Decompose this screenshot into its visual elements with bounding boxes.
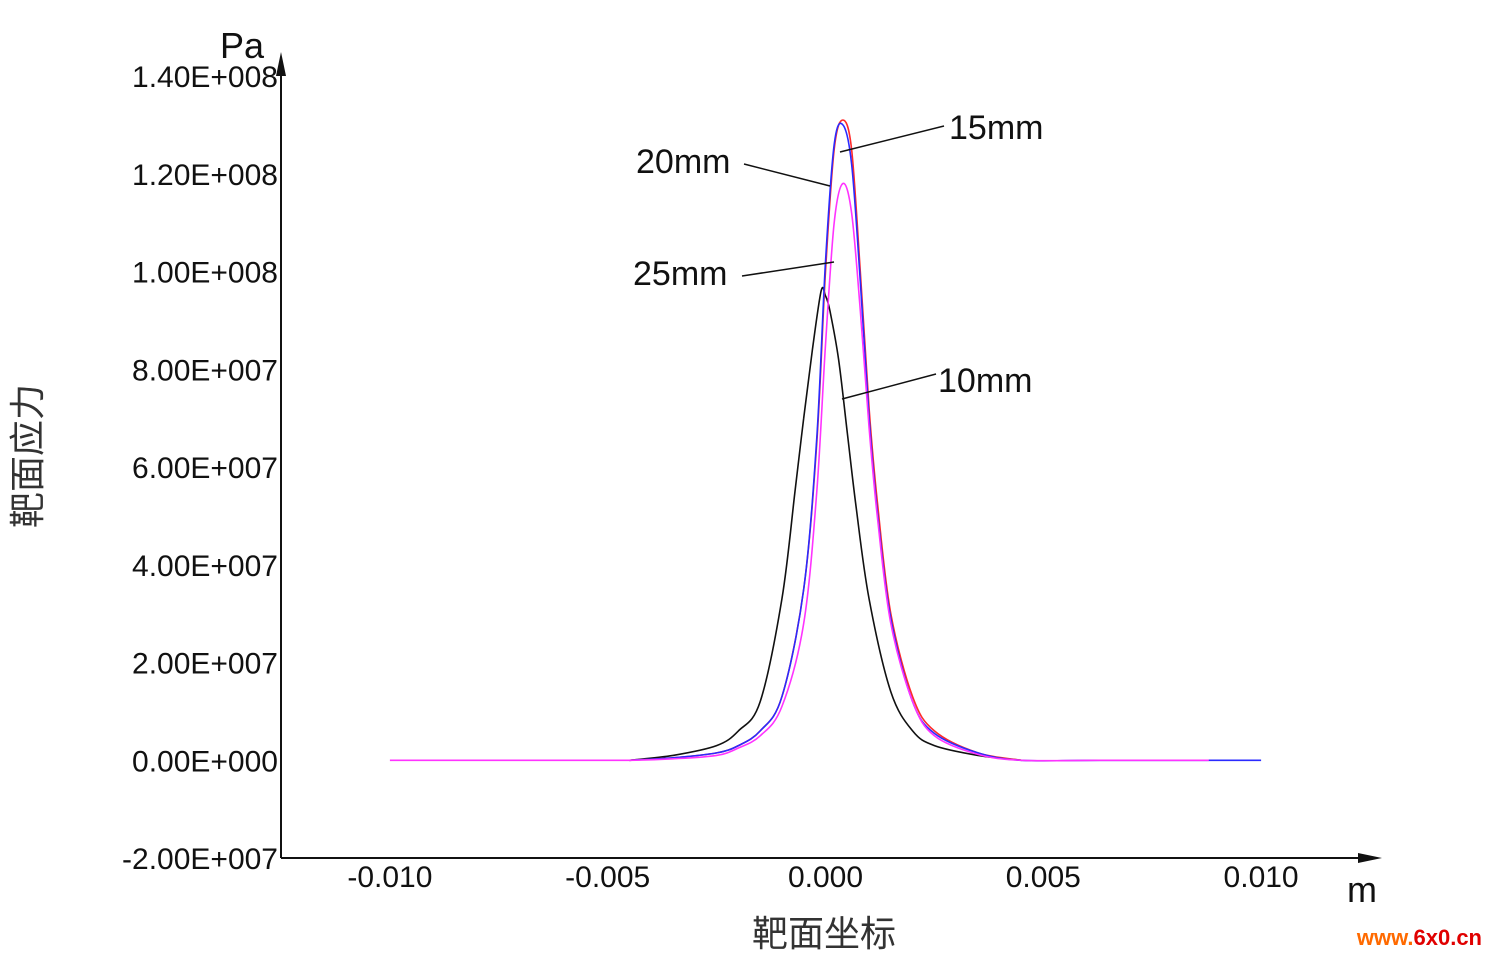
y-axis-arrow — [276, 52, 286, 76]
series-lines — [389, 119, 1262, 762]
annotation-leader-20mm — [743, 163, 831, 187]
y-tick-label: 1.40E+008 — [132, 61, 278, 94]
y-tick-label: 1.00E+008 — [132, 257, 278, 290]
series-line-10mm — [629, 286, 1022, 762]
annotation-20mm: 20mm — [636, 143, 730, 181]
y-tick-label: -2.00E+007 — [122, 843, 278, 876]
x-unit-label: m — [1347, 869, 1377, 910]
y-tick-label: 4.00E+007 — [132, 550, 278, 583]
series-line-15mm — [629, 119, 1022, 762]
y-unit-label: Pa — [220, 25, 265, 66]
annotation-10mm: 10mm — [938, 362, 1032, 400]
x-tick-label: -0.010 — [347, 861, 432, 894]
series-line-20mm — [629, 122, 1262, 762]
series-line-25mm — [389, 182, 1209, 762]
y-axis-title: 靶面应力 — [8, 384, 49, 528]
annotations: 20mm 15mm 25mm 10mm — [633, 109, 1043, 400]
annotation-leader-25mm — [741, 261, 835, 277]
x-tick-label: 0.010 — [1224, 861, 1299, 894]
annotation-leader-10mm — [841, 373, 937, 400]
annotation-leader-15mm — [839, 125, 945, 153]
x-tick-label: 0.005 — [1006, 861, 1081, 894]
y-tick-labels: -2.00E+007 0.00E+000 2.00E+007 4.00E+007 6.0… — [122, 61, 278, 876]
x-tick-label: 0.000 — [788, 861, 863, 894]
y-tick-label: 1.20E+008 — [132, 159, 278, 192]
watermark: www.6x0.cn — [1356, 925, 1482, 950]
x-tick-label: -0.005 — [565, 861, 650, 894]
annotation-25mm: 25mm — [633, 255, 727, 293]
y-tick-label: 8.00E+007 — [132, 354, 278, 387]
y-tick-label: 0.00E+000 — [132, 745, 278, 778]
annotation-15mm: 15mm — [949, 109, 1043, 147]
y-tick-label: 2.00E+007 — [132, 648, 278, 681]
y-tick-label: 6.00E+007 — [132, 452, 278, 485]
x-axis-arrow — [1358, 853, 1382, 863]
x-tick-labels: -0.010 -0.005 0.000 0.005 0.010 — [347, 861, 1298, 894]
x-axis-title: 靶面坐标 — [752, 914, 896, 955]
